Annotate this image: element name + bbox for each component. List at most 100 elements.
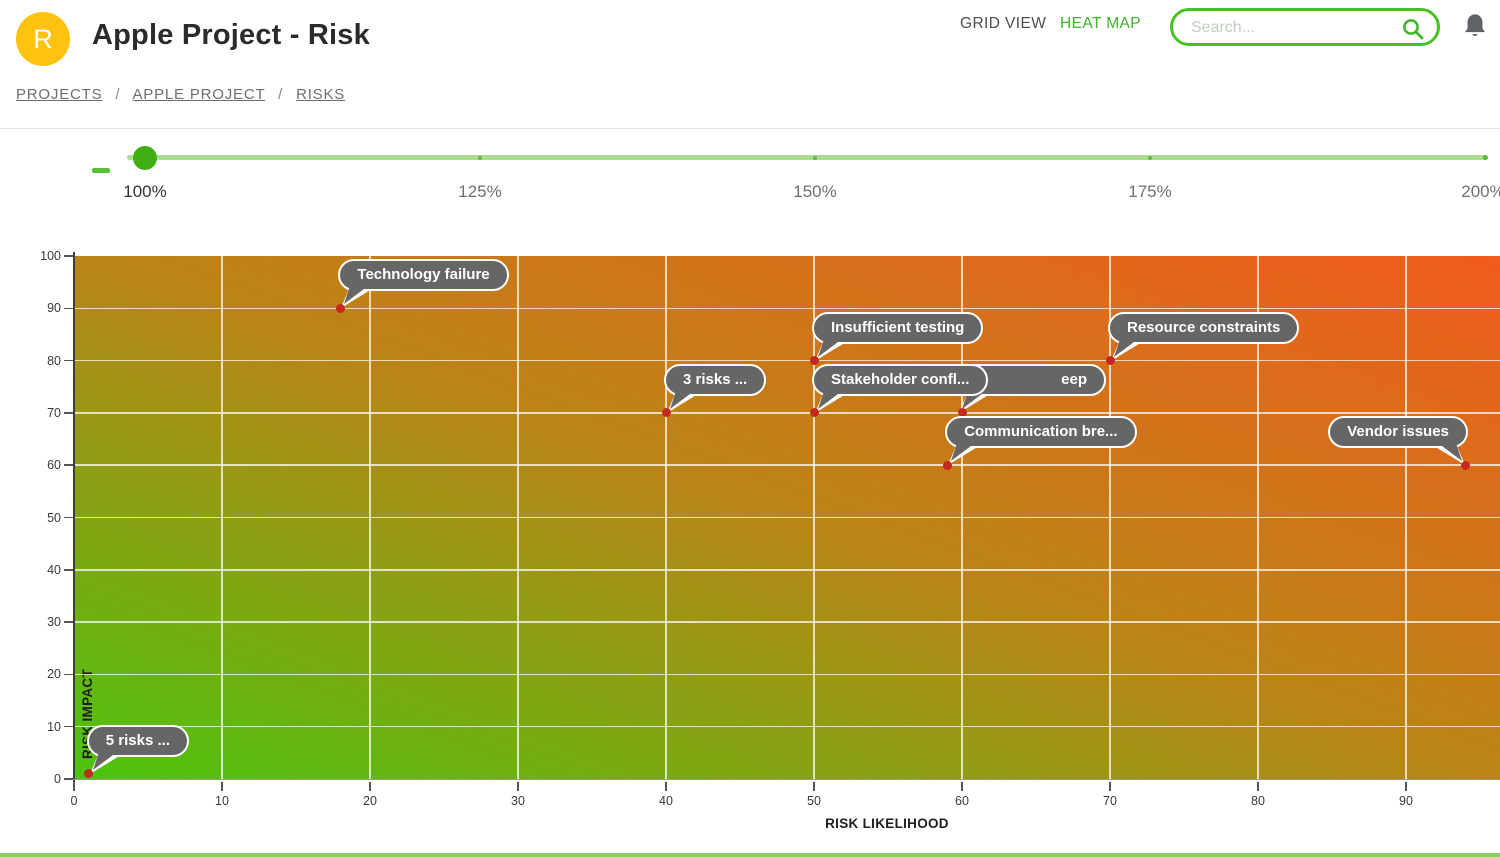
x-tick [1109, 782, 1111, 791]
x-tick-label: 20 [363, 794, 377, 808]
risk-tooltip[interactable]: Vendor issues [1328, 416, 1468, 449]
y-tick-label: 40 [47, 562, 61, 577]
y-tick-label: 100 [40, 249, 61, 263]
risk-tooltip[interactable]: Communication bre... [945, 416, 1137, 449]
risk-dot[interactable] [942, 460, 952, 470]
y-tick-label: 0 [54, 772, 61, 786]
tab-grid-view[interactable]: GRID VIEW [960, 15, 1047, 32]
gridline-horizontal [75, 725, 1500, 728]
gridline-horizontal [75, 307, 1500, 310]
header-divider [0, 128, 1500, 129]
slider-label: 200% [1461, 182, 1500, 201]
breadcrumb-projects[interactable]: PROJECTS [16, 86, 103, 103]
y-tick-label: 20 [47, 667, 61, 682]
risk-dot[interactable] [809, 408, 819, 418]
bell-icon[interactable] [1461, 12, 1489, 40]
gridline-horizontal [75, 412, 1500, 414]
zoom-slider-handle[interactable] [133, 146, 157, 170]
x-tick [961, 782, 963, 791]
tab-heat-map[interactable]: HEAT MAP [1060, 15, 1142, 32]
x-tick-label: 90 [1399, 794, 1413, 808]
gridline-horizontal [75, 464, 1500, 466]
y-tick [64, 778, 73, 780]
slider-tick [478, 156, 482, 160]
x-tick [221, 782, 223, 791]
bottom-accent-bar [0, 853, 1500, 857]
breadcrumb-risks[interactable]: RISKS [296, 86, 346, 103]
slider-label: 175% [1128, 182, 1172, 201]
slider-min-marker [92, 168, 110, 173]
risk-dot[interactable] [1460, 460, 1470, 470]
risk-tooltip[interactable]: 3 risks ... [664, 363, 767, 396]
x-tick [665, 782, 667, 791]
gridline-horizontal [75, 569, 1500, 571]
y-tick-label: 10 [47, 719, 61, 734]
slider-tick [1148, 156, 1152, 160]
x-tick [813, 782, 815, 791]
search-box[interactable] [1170, 8, 1440, 46]
gridline-horizontal [75, 516, 1500, 519]
y-tick-label: 30 [47, 615, 61, 630]
y-tick-label: 70 [47, 405, 61, 420]
breadcrumb-separator: / [278, 86, 284, 103]
y-tick [64, 621, 73, 623]
y-tick [64, 725, 73, 728]
y-tick [64, 673, 73, 676]
y-tick-label: 50 [47, 510, 61, 525]
x-tick-label: 50 [807, 794, 821, 808]
risk-tooltip[interactable]: 5 risks ... [86, 724, 190, 757]
risk-dot[interactable] [1105, 356, 1115, 366]
y-tick [64, 255, 73, 257]
y-tick [64, 307, 73, 310]
risk-tooltip[interactable]: Resource constraints [1108, 311, 1300, 344]
x-tick-label: 10 [215, 794, 229, 808]
x-tick-label: 30 [511, 794, 525, 808]
x-tick-label: 40 [659, 794, 673, 808]
x-tick [369, 782, 371, 791]
gridline-horizontal [75, 359, 1500, 362]
slider-end-tick [1483, 155, 1488, 160]
risk-tooltip[interactable]: Insufficient testing [812, 311, 984, 344]
risk-dot[interactable] [335, 303, 345, 313]
zoom-slider-track[interactable] [127, 155, 1487, 160]
breadcrumb: PROJECTS / APPLE PROJECT / RISKS [16, 86, 345, 103]
slider-label: 125% [458, 182, 502, 201]
risk-dot[interactable] [809, 356, 819, 366]
slider-tick [813, 156, 817, 160]
slider-label: 150% [793, 182, 837, 201]
y-axis-line [73, 252, 75, 785]
breadcrumb-apple-project[interactable]: APPLE PROJECT [132, 86, 266, 103]
x-axis-title: RISK LIKELIHOOD [825, 816, 949, 831]
risk-tooltip[interactable]: Technology failure [338, 259, 509, 292]
risk-tooltip[interactable]: Stakeholder confl... [812, 363, 989, 396]
gridline-horizontal [75, 673, 1500, 676]
y-tick [64, 569, 73, 571]
x-tick [73, 782, 75, 791]
project-avatar: R [16, 12, 70, 66]
x-tick-label: 0 [70, 794, 78, 808]
y-tick [64, 412, 73, 414]
risk-dot[interactable] [957, 408, 967, 418]
y-tick [64, 359, 73, 362]
gridline-horizontal [75, 621, 1500, 623]
x-tick-label: 80 [1251, 794, 1265, 808]
y-tick [64, 464, 73, 466]
y-tick-label: 60 [47, 458, 61, 473]
y-tick-label: 80 [47, 353, 61, 368]
search-icon[interactable] [1401, 17, 1425, 41]
x-tick-label: 60 [955, 794, 969, 808]
y-tick [64, 516, 73, 519]
page-title: Apple Project - Risk [92, 19, 370, 51]
risk-dot[interactable] [661, 408, 671, 418]
risk-dot[interactable] [84, 769, 94, 779]
risk-heat-map[interactable]: RISK LIKELIHOOD RISK IMPACT 0 10 20 30 40 50 6… [40, 249, 1500, 831]
x-tick-label: 70 [1103, 794, 1117, 808]
search-input[interactable] [1189, 14, 1393, 42]
x-tick [1405, 782, 1407, 791]
y-tick-label: 90 [47, 301, 61, 316]
breadcrumb-separator: / [115, 86, 121, 103]
x-axis-line [73, 779, 1500, 780]
slider-label: 100% [123, 182, 167, 201]
x-tick [1257, 782, 1259, 791]
x-tick [517, 782, 519, 791]
